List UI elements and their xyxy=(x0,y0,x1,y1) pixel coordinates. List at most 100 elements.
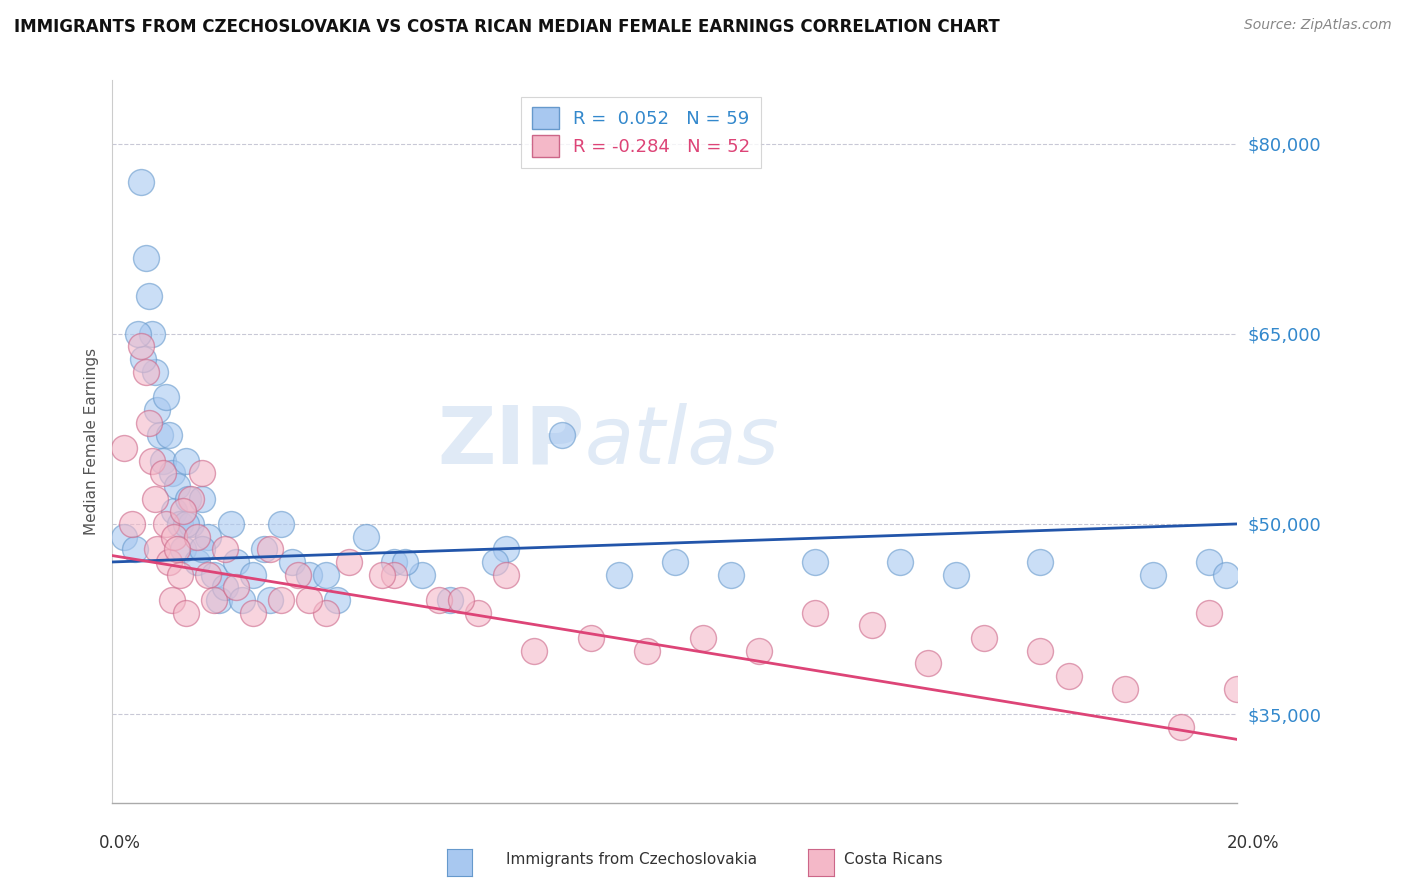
Point xyxy=(157,555,180,569)
Point xyxy=(202,567,225,582)
Point xyxy=(146,402,169,417)
Text: IMMIGRANTS FROM CZECHOSLOVAKIA VS COSTA RICAN MEDIAN FEMALE EARNINGS CORRELATION: IMMIGRANTS FROM CZECHOSLOVAKIA VS COSTA … xyxy=(14,18,1000,36)
Point xyxy=(242,567,264,582)
Point xyxy=(135,365,157,379)
Text: 0.0%: 0.0% xyxy=(98,834,141,852)
Point xyxy=(917,657,939,671)
Point xyxy=(1198,555,1220,569)
Point xyxy=(174,606,197,620)
Point xyxy=(427,593,450,607)
Point xyxy=(180,516,202,531)
Point xyxy=(152,453,174,467)
Text: ZIP: ZIP xyxy=(437,402,585,481)
Text: Source: ZipAtlas.com: Source: ZipAtlas.com xyxy=(1244,18,1392,32)
Point xyxy=(172,542,194,557)
Point xyxy=(172,504,194,518)
Point xyxy=(160,593,183,607)
Point xyxy=(804,555,827,569)
Point xyxy=(163,504,186,518)
Point xyxy=(860,618,883,632)
Point xyxy=(138,289,160,303)
Point xyxy=(495,567,517,582)
Point xyxy=(141,326,163,341)
Point xyxy=(1029,643,1052,657)
Point xyxy=(242,606,264,620)
Point xyxy=(326,593,349,607)
Point xyxy=(143,365,166,379)
Point xyxy=(180,491,202,506)
Point xyxy=(394,555,416,569)
Point xyxy=(945,567,967,582)
Point xyxy=(484,555,506,569)
Point xyxy=(132,352,155,367)
Point xyxy=(337,555,360,569)
Point xyxy=(141,453,163,467)
Point xyxy=(664,555,686,569)
Point xyxy=(1170,720,1192,734)
Point xyxy=(315,567,337,582)
Point xyxy=(127,326,149,341)
Text: Costa Ricans: Costa Ricans xyxy=(844,852,942,867)
Point xyxy=(270,516,292,531)
Point xyxy=(636,643,658,657)
Point xyxy=(523,643,546,657)
Point xyxy=(315,606,337,620)
Point xyxy=(889,555,911,569)
Point xyxy=(163,530,186,544)
Point xyxy=(1029,555,1052,569)
Point xyxy=(146,542,169,557)
Point xyxy=(112,441,135,455)
Point xyxy=(1215,567,1237,582)
Point xyxy=(1142,567,1164,582)
Point xyxy=(174,516,197,531)
Point xyxy=(270,593,292,607)
Point xyxy=(155,516,177,531)
Point xyxy=(197,530,219,544)
Point xyxy=(121,516,143,531)
Point xyxy=(579,631,602,645)
Y-axis label: Median Female Earnings: Median Female Earnings xyxy=(83,348,98,535)
Point xyxy=(129,339,152,353)
Point xyxy=(186,555,208,569)
Point xyxy=(219,516,242,531)
Point xyxy=(287,567,309,582)
Legend: R =  0.052   N = 59, R = -0.284   N = 52: R = 0.052 N = 59, R = -0.284 N = 52 xyxy=(522,96,761,168)
Point xyxy=(186,530,208,544)
Point xyxy=(253,542,276,557)
Point xyxy=(467,606,489,620)
Point xyxy=(382,567,405,582)
Point xyxy=(495,542,517,557)
Point xyxy=(973,631,995,645)
Point xyxy=(129,175,152,189)
Point xyxy=(298,593,321,607)
Point xyxy=(450,593,472,607)
Point xyxy=(439,593,461,607)
Point xyxy=(354,530,377,544)
Point xyxy=(382,555,405,569)
Point xyxy=(112,530,135,544)
Point xyxy=(692,631,714,645)
Point xyxy=(174,453,197,467)
Point xyxy=(208,593,231,607)
Point xyxy=(149,428,172,442)
Point xyxy=(1057,669,1080,683)
Point xyxy=(214,580,236,594)
Point xyxy=(607,567,630,582)
Point xyxy=(281,555,304,569)
Point xyxy=(166,542,188,557)
Point xyxy=(152,467,174,481)
Point xyxy=(191,467,214,481)
Point xyxy=(1226,681,1249,696)
Point xyxy=(177,491,200,506)
Point xyxy=(197,567,219,582)
Point xyxy=(143,491,166,506)
Point xyxy=(259,593,281,607)
Point xyxy=(720,567,742,582)
Point xyxy=(231,593,253,607)
Point xyxy=(135,251,157,265)
Point xyxy=(1198,606,1220,620)
Point xyxy=(191,491,214,506)
Point xyxy=(225,555,247,569)
Point xyxy=(259,542,281,557)
Point xyxy=(1114,681,1136,696)
